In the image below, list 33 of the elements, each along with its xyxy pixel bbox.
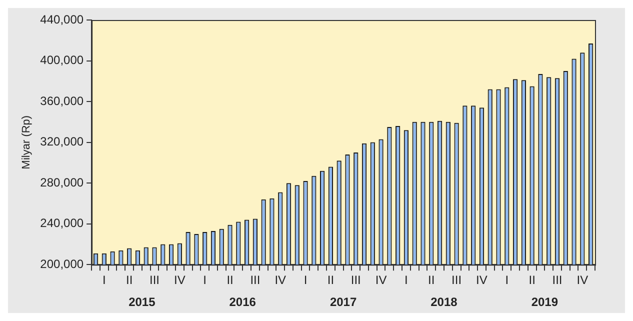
- x-tick-label: III: [452, 273, 462, 288]
- text: 2017: [330, 294, 357, 309]
- x-tick-label: II: [528, 273, 536, 288]
- y-tick-label: 280,000: [40, 175, 84, 190]
- text: 2019: [531, 294, 558, 309]
- y-tick-label: 400,000: [40, 53, 84, 68]
- y-tick-label: 200,000: [40, 256, 84, 271]
- y-tick-label: 240,000: [40, 216, 84, 230]
- x-tick-label: IV: [274, 273, 286, 288]
- x-tick-label: III: [149, 273, 160, 288]
- text: 2015: [128, 294, 156, 309]
- x-tick-label: I: [404, 273, 408, 288]
- y-axis-title: Milyar (Rp): [20, 115, 33, 170]
- x-tick-label: II: [327, 273, 334, 288]
- x-tick-label: I: [102, 273, 106, 288]
- y-tick-label: 440,000: [40, 12, 84, 26]
- text: 2018: [430, 294, 458, 309]
- x-tick-label: II: [126, 273, 133, 288]
- x-tick-label: II: [428, 273, 435, 288]
- x-tick-label: IV: [375, 273, 387, 288]
- y-tick-label: 320,000: [40, 134, 84, 149]
- x-tick-label: IV: [174, 273, 186, 288]
- x-tick-label: IV: [476, 273, 488, 288]
- x-tick-label: III: [552, 273, 562, 288]
- x-tick-label: II: [226, 273, 234, 288]
- text: 2016: [229, 294, 256, 309]
- x-tick-label: III: [350, 273, 361, 288]
- x-tick-label: I: [203, 273, 207, 288]
- x-tick-label: III: [250, 273, 260, 288]
- y-tick-label: 360,000: [40, 94, 84, 108]
- x-tick-label: I: [505, 273, 509, 288]
- x-tick-label: I: [304, 273, 308, 288]
- x-tick-label: IV: [576, 273, 588, 288]
